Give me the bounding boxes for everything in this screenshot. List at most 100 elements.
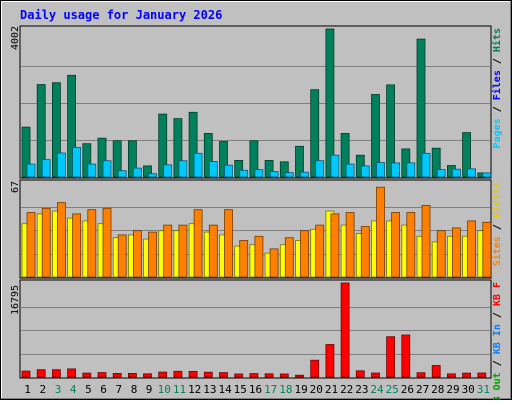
bar-files-day-18	[284, 172, 294, 178]
bar-kb-f-day-20	[310, 359, 320, 378]
x-tick-label-day-12: 12	[188, 383, 201, 396]
bar-kb-f-day-3	[52, 369, 61, 378]
x-tick-label-day-28: 28	[431, 383, 444, 396]
bar-sites-day-5	[87, 209, 97, 278]
bar-files-day-25	[391, 162, 401, 178]
bar-hits-day-21	[325, 28, 335, 178]
plot-area	[19, 279, 492, 379]
bar-files-day-23	[360, 165, 370, 178]
bar-hits-day-17	[264, 159, 274, 178]
x-tick-label-day-20: 20	[310, 383, 323, 396]
bar-files-day-10	[163, 164, 173, 178]
bar-files-day-17	[269, 171, 279, 178]
x-tick-label-day-9: 9	[146, 383, 153, 396]
bar-files-day-14	[224, 164, 233, 178]
bar-files-day-30	[467, 168, 477, 178]
bar-hits-day-12	[188, 111, 198, 178]
bar-files-day-5	[87, 163, 97, 178]
x-tick-label-day-4: 4	[70, 383, 77, 396]
bar-kb-f-day-14	[219, 372, 228, 378]
legend: Pages / Files / Hits	[491, 28, 503, 148]
legend-separator: /	[492, 306, 503, 324]
bar-hits-day-5	[82, 143, 92, 178]
x-tick-label-day-24: 24	[370, 383, 384, 396]
bar-kb-f-day-28	[431, 365, 441, 378]
x-tick-label-day-7: 7	[115, 383, 122, 396]
bar-files-day-12	[193, 152, 203, 178]
bar-files-day-29	[451, 168, 461, 178]
bar-kb-f-day-1	[21, 370, 31, 378]
bar-kb-f-day-23	[355, 370, 365, 378]
bars	[21, 282, 487, 378]
x-tick-label-day-10: 10	[158, 383, 171, 396]
x-tick-label-day-6: 6	[100, 383, 107, 396]
bar-kb-f-day-24	[371, 372, 380, 378]
bar-sites-day-24	[376, 186, 385, 278]
bar-sites-day-6	[102, 207, 112, 278]
bar-kb-f-day-13	[203, 371, 213, 378]
legend-item-kb-out: KB Out	[492, 372, 503, 400]
bar-files-day-24	[376, 162, 385, 178]
bar-files-day-1	[26, 163, 36, 178]
x-tick-label-day-29: 29	[446, 383, 459, 396]
x-tick-label-day-23: 23	[355, 383, 368, 396]
x-tick-label-day-13: 13	[203, 383, 216, 396]
bar-hits-day-2	[36, 84, 46, 178]
bar-hits-day-25	[386, 84, 396, 178]
bar-kb-f-day-12	[188, 370, 198, 378]
bar-hits-day-20	[310, 89, 320, 178]
legend-item-files: Files	[491, 70, 503, 100]
legend: Sites / Visits	[491, 182, 503, 266]
bar-hits-day-19	[295, 145, 304, 178]
legend-item-visits: Visits	[491, 182, 503, 218]
bar-kb-f-day-5	[82, 372, 92, 378]
bars	[21, 186, 492, 278]
bar-sites-day-12	[193, 209, 203, 278]
bar-files-day-7	[117, 170, 127, 178]
bar-sites-day-1	[26, 212, 36, 278]
bar-files-day-20	[315, 160, 325, 178]
chart-title: Daily usage for January 2026	[20, 8, 222, 22]
bar-kb-f-day-4	[67, 368, 76, 378]
bar-kb-f-day-9	[143, 373, 152, 378]
bar-sites-day-21	[330, 213, 340, 278]
bar-files-day-22	[345, 163, 355, 178]
legend-separator: /	[492, 354, 503, 372]
bar-hits-day-30	[462, 132, 472, 178]
bar-sites-day-26	[406, 212, 416, 278]
bar-kb-f-day-10	[158, 371, 168, 378]
x-tick-label-day-8: 8	[131, 383, 138, 396]
panel-visits-sites: 67 Sites / Visits	[10, 179, 503, 279]
bar-files-day-16	[254, 169, 264, 178]
x-tick-label-day-5: 5	[85, 383, 92, 396]
bar-kb-f-day-7	[112, 372, 122, 378]
bar-sites-day-2	[41, 207, 51, 278]
x-tick-label-day-31: 31	[477, 383, 490, 396]
bar-files-day-26	[406, 162, 416, 178]
bar-kb-f-day-21	[325, 344, 335, 378]
bar-hits-day-3	[52, 82, 61, 178]
bar-hits-day-22	[340, 132, 350, 178]
bar-hits-day-4	[67, 74, 76, 178]
x-tick-label-day-11: 11	[173, 383, 186, 396]
x-tick-label-day-2: 2	[39, 383, 46, 396]
x-tick-label-day-26: 26	[401, 383, 414, 396]
bar-sites-day-10	[163, 224, 173, 278]
bar-kb-f-day-6	[97, 372, 107, 378]
bar-sites-day-27	[421, 204, 431, 278]
bar-kb-f-day-16	[249, 373, 259, 378]
panel-kb-in-out: 16795 KB Out / KB In / KB F	[10, 279, 503, 405]
bar-kb-f-day-26	[401, 334, 411, 378]
x-tick-label-day-17: 17	[264, 383, 277, 396]
bar-sites-day-8	[132, 230, 142, 278]
bar-files-day-21	[330, 154, 340, 178]
bar-files-day-19	[300, 171, 309, 178]
bar-hits-day-8	[127, 140, 137, 178]
bar-files-day-27	[421, 152, 431, 178]
legend-item-kb-in: KB In	[492, 324, 503, 354]
legend-item-pages: Pages	[492, 118, 503, 148]
bar-kb-f-day-30	[462, 372, 472, 378]
legend-item-sites: Sites	[491, 236, 503, 266]
x-tick-label-day-18: 18	[279, 383, 292, 396]
